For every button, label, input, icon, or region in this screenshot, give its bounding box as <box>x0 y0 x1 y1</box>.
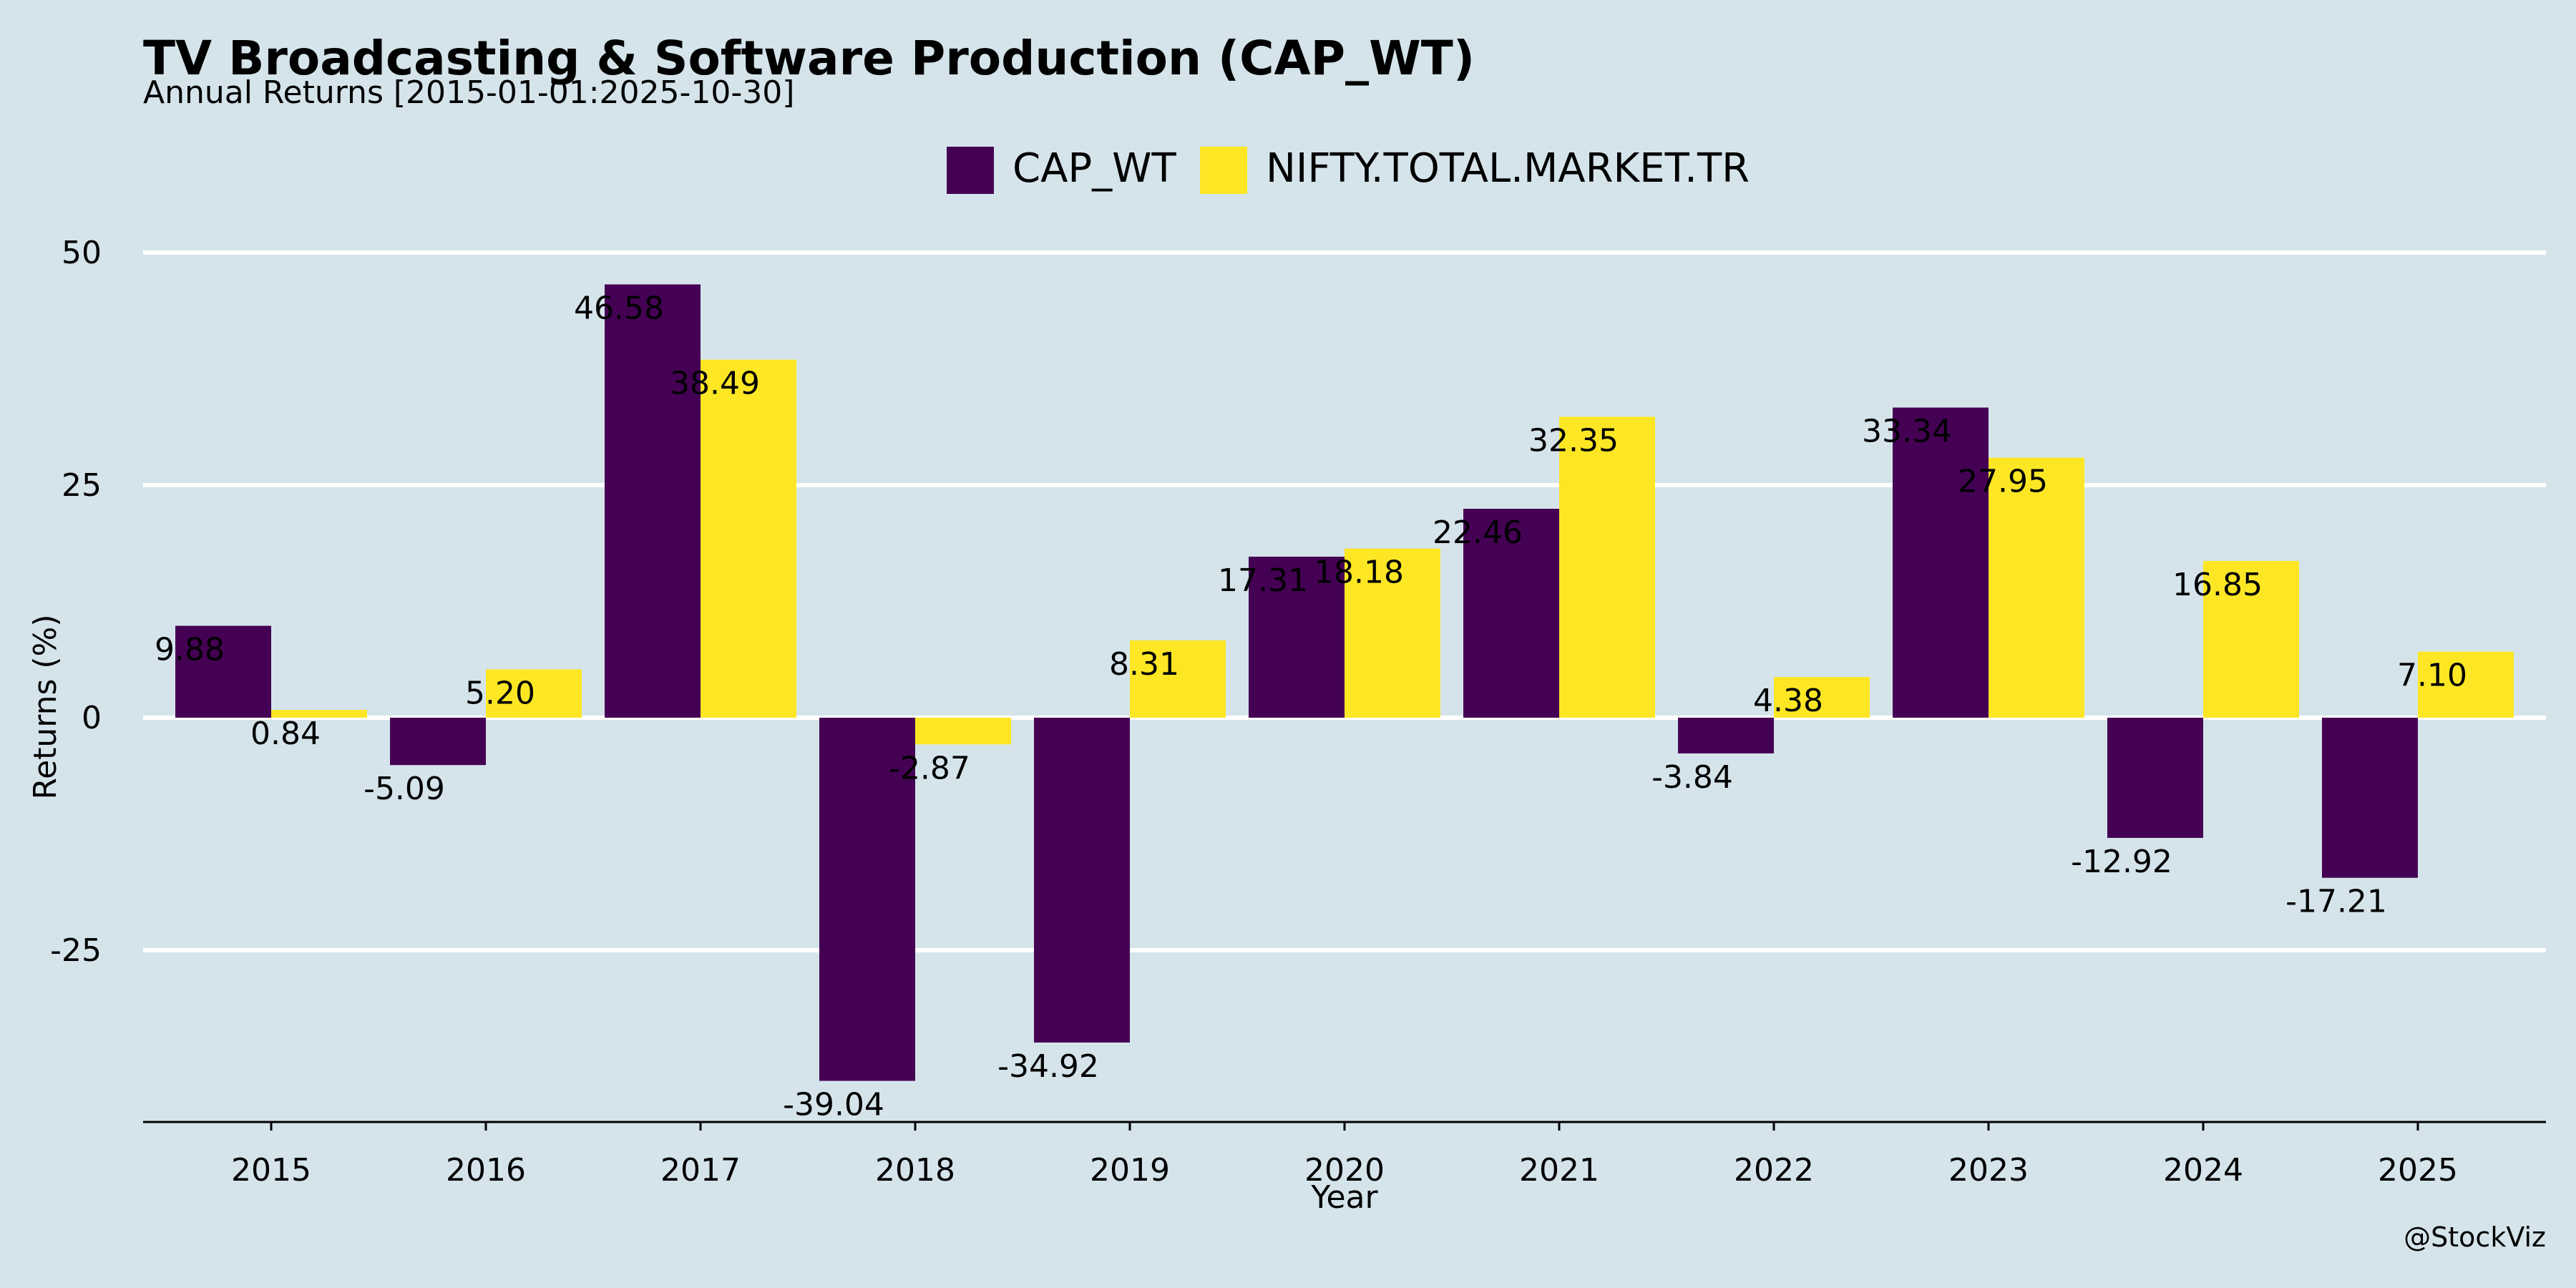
data-label-nifty-total-market-tr-2018: -2.87 <box>889 750 970 786</box>
bar-cap-wt-2015 <box>175 625 271 718</box>
data-labels: 9.88 0.84 -5.09 5.20 46.58 38.49 -39.04 -2.87 -3… <box>155 290 2467 1123</box>
data-label-cap-wt-2024: -12.92 <box>2071 844 2172 880</box>
bar-nifty-total-market-tr-2015 <box>271 710 367 718</box>
chart-title: TV Broadcasting & Software Production (C… <box>143 31 1475 86</box>
data-label-nifty-total-market-tr-2021: 32.35 <box>1528 422 1619 459</box>
data-label-cap-wt-2022: -3.84 <box>1652 759 1733 796</box>
y-tick-label: 50 <box>62 235 102 271</box>
x-tick-label: 2020 <box>1304 1152 1385 1189</box>
chart-subtitle: Annual Returns [2015-01-01:2025-10-30] <box>143 74 794 111</box>
x-tick-label: 2021 <box>1519 1152 1599 1189</box>
bar-nifty-total-market-tr-2024 <box>2203 560 2299 718</box>
bar-nifty-total-market-tr-2021 <box>1559 416 1655 718</box>
y-tick-label: 0 <box>82 700 102 736</box>
data-label-nifty-total-market-tr-2025: 7.10 <box>2397 658 2467 694</box>
x-axis-title: Year <box>1310 1179 1378 1216</box>
legend-label-nifty-total-market-tr: NIFTY.TOTAL.MARKET.TR <box>1266 145 1750 192</box>
y-tick-label: 25 <box>62 467 102 504</box>
bar-nifty-total-market-tr-2025 <box>2418 651 2514 718</box>
x-tick-label: 2023 <box>1948 1152 2029 1189</box>
bar-nifty-total-market-tr-2023 <box>1989 457 2084 718</box>
x-tick-label: 2015 <box>231 1152 311 1189</box>
data-label-nifty-total-market-tr-2019: 8.31 <box>1109 646 1179 683</box>
data-label-cap-wt-2015: 9.88 <box>155 632 225 668</box>
data-label-cap-wt-2017: 46.58 <box>574 290 664 326</box>
legend-swatch-cap-wt <box>947 147 994 194</box>
data-label-nifty-total-market-tr-2023: 27.95 <box>1958 464 2048 500</box>
bar-cap-wt-2024 <box>2107 718 2203 838</box>
bar-cap-wt-2020 <box>1249 556 1345 718</box>
x-tick-label: 2018 <box>875 1152 955 1189</box>
bar-cap-wt-2021 <box>1463 509 1559 718</box>
bar-cap-wt-2018 <box>819 718 915 1081</box>
data-label-nifty-total-market-tr-2017: 38.49 <box>670 366 760 402</box>
bar-cap-wt-2025 <box>2322 718 2418 878</box>
data-label-nifty-total-market-tr-2016: 5.20 <box>465 675 535 711</box>
bar-cap-wt-2016 <box>390 718 486 766</box>
watermark: @StockViz <box>2404 1221 2546 1253</box>
x-tick-label: 2016 <box>446 1152 526 1189</box>
bar-cap-wt-2022 <box>1678 718 1774 753</box>
x-tick-label: 2024 <box>2163 1152 2243 1189</box>
legend: CAP_WT NIFTY.TOTAL.MARKET.TR <box>947 145 1750 194</box>
bars <box>175 284 2514 1081</box>
y-tick-label: -25 <box>50 932 102 969</box>
bar-cap-wt-2017 <box>605 284 701 718</box>
data-label-nifty-total-market-tr-2020: 18.18 <box>1314 555 1404 591</box>
data-label-cap-wt-2025: -17.21 <box>2285 884 2387 920</box>
data-label-nifty-total-market-tr-2015: 0.84 <box>250 716 321 752</box>
x-tick-label: 2022 <box>1734 1152 1814 1189</box>
bar-nifty-total-market-tr-2019 <box>1130 640 1226 718</box>
bar-nifty-total-market-tr-2017 <box>701 359 796 718</box>
data-label-cap-wt-2021: 22.46 <box>1433 514 1523 551</box>
bar-cap-wt-2023 <box>1893 407 1989 718</box>
data-label-cap-wt-2018: -39.04 <box>783 1087 884 1123</box>
x-tick-label: 2017 <box>660 1152 741 1189</box>
legend-label-cap-wt: CAP_WT <box>1013 145 1177 192</box>
x-tick-labels: 2015 2016 2017 2018 2019 2020 2021 2022 2023 2024… <box>231 1122 2458 1189</box>
bar-nifty-total-market-tr-2020 <box>1345 548 1440 718</box>
bar-nifty-total-market-tr-2016 <box>486 669 582 718</box>
data-label-nifty-total-market-tr-2022: 4.38 <box>1753 683 1823 719</box>
data-label-cap-wt-2023: 33.34 <box>1862 414 1952 450</box>
data-label-cap-wt-2016: -5.09 <box>364 771 445 807</box>
bar-nifty-total-market-tr-2018 <box>915 718 1011 745</box>
bar-nifty-total-market-tr-2022 <box>1774 677 1870 718</box>
data-label-cap-wt-2020: 17.31 <box>1218 562 1308 599</box>
y-tick-labels: -25 0 25 50 <box>50 235 102 969</box>
legend-swatch-nifty-total-market-tr <box>1200 147 1247 194</box>
x-tick-label: 2025 <box>2378 1152 2458 1189</box>
x-tick-label: 2019 <box>1090 1152 1170 1189</box>
data-label-nifty-total-market-tr-2024: 16.85 <box>2172 567 2263 603</box>
bar-cap-wt-2019 <box>1034 718 1130 1043</box>
data-label-cap-wt-2019: -34.92 <box>997 1048 1099 1085</box>
y-axis-title: Returns (%) <box>27 614 64 799</box>
